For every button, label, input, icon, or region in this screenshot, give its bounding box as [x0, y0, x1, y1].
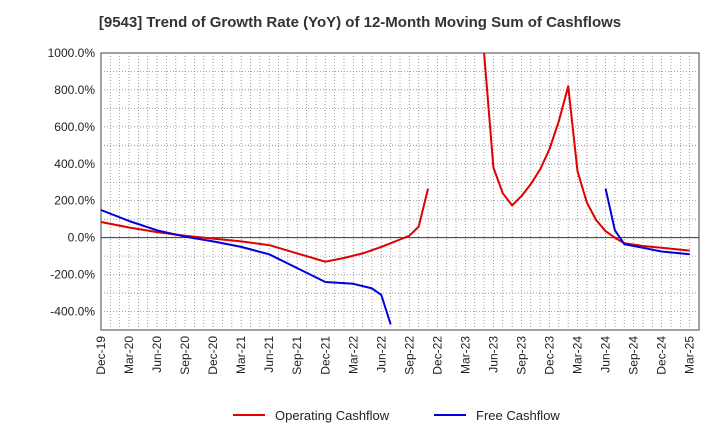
x-tick-label: Sep-21	[290, 336, 304, 375]
x-tick-label: Sep-24	[627, 336, 641, 375]
x-tick-label: Mar-24	[571, 336, 585, 374]
x-tick-label: Sep-22	[402, 336, 416, 375]
series-line-free-cashflow	[604, 188, 690, 256]
y-tick-label: 800.0%	[54, 83, 95, 97]
x-tick-label: Mar-23	[458, 336, 472, 374]
x-tick-label: Mar-20	[122, 336, 136, 374]
y-tick-label: -200.0%	[50, 268, 95, 282]
legend-item-free-cashflow[interactable]: Free Cashflow	[434, 405, 560, 425]
series-line-free-cashflow	[100, 209, 392, 325]
legend: Operating Cashflow Free Cashflow	[0, 405, 720, 425]
y-tick-label: 600.0%	[54, 120, 95, 134]
legend-item-operating-cashflow[interactable]: Operating Cashflow	[233, 405, 389, 425]
y-tick-label: 0.0%	[68, 231, 96, 245]
x-tick-label: Dec-20	[206, 336, 220, 375]
x-tick-label: Dec-22	[430, 336, 444, 375]
y-tick-label: 400.0%	[54, 157, 95, 171]
x-tick-label: Jun-24	[599, 336, 613, 373]
legend-swatch-operating	[233, 414, 265, 416]
x-tick-label: Jun-20	[150, 336, 164, 373]
x-tick-label: Mar-22	[346, 336, 360, 374]
x-tick-label: Jun-21	[262, 336, 276, 373]
x-tick-label: Dec-21	[318, 336, 332, 375]
x-tick-label: Mar-21	[234, 336, 248, 374]
x-tick-label: Dec-24	[655, 336, 669, 375]
y-tick-label: 1000.0%	[48, 46, 96, 60]
y-tick-label: -400.0%	[50, 305, 95, 319]
x-tick-label: Jun-23	[486, 336, 500, 373]
x-tick-label: Jun-22	[374, 336, 388, 373]
legend-label-operating: Operating Cashflow	[275, 407, 390, 423]
y-tick-label: 200.0%	[54, 194, 95, 208]
x-tick-label: Dec-23	[543, 336, 557, 375]
legend-swatch-free	[434, 414, 466, 416]
x-tick-label: Sep-23	[514, 336, 528, 375]
legend-label-free: Free Cashflow	[476, 407, 560, 423]
x-tick-label: Mar-25	[683, 336, 697, 374]
chart-title: [9543] Trend of Growth Rate (YoY) of 12-…	[98, 14, 622, 31]
x-tick-label: Dec-19	[94, 336, 108, 375]
x-tick-label: Sep-20	[178, 336, 192, 375]
